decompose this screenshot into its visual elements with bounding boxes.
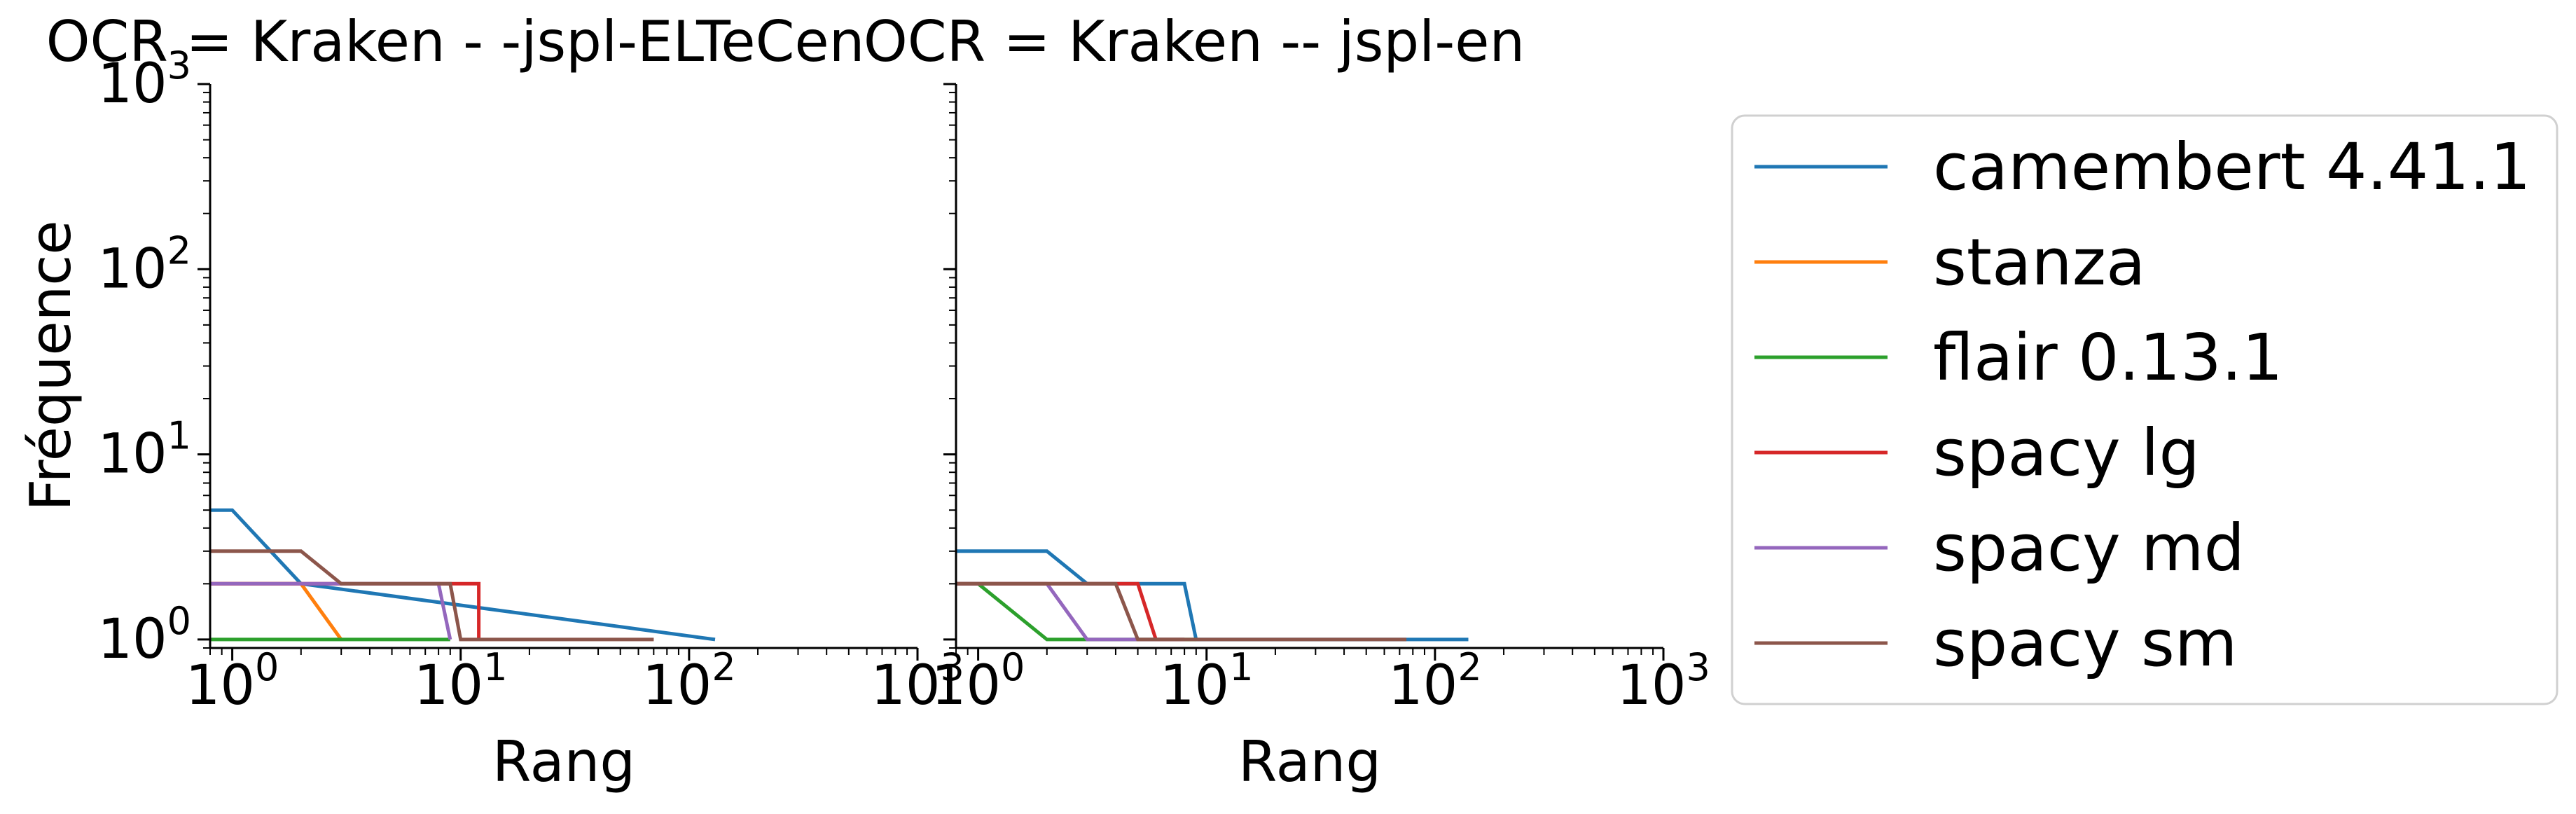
- series-line-left-camembert-4-41-1: [210, 508, 716, 642]
- y-tick-label: 103: [97, 43, 191, 116]
- legend-label: spacy md: [1933, 511, 2245, 586]
- panel-right-title: OCR = Kraken -- jspl-en: [864, 9, 1525, 74]
- legend-label: flair 0.13.1: [1933, 320, 2283, 395]
- y-tick-label: 102: [97, 228, 191, 301]
- series-line-right-spacy-sm: [956, 581, 1407, 642]
- legend-frame: [1731, 114, 2558, 705]
- x-tick-label-right: 101: [1160, 645, 1254, 717]
- legend: camembert 4.41.1 stanza flair 0.13.1 spacy …: [1731, 114, 2558, 705]
- legend-label: spacy sm: [1933, 606, 2238, 681]
- y-tick-label: 100: [97, 599, 191, 671]
- legend-label: stanza: [1933, 225, 2145, 300]
- legend-label: camembert 4.41.1: [1933, 130, 2531, 205]
- x-tick-label-right: 100: [932, 645, 1025, 717]
- panel-left-x-axis-label: Rang: [492, 729, 635, 794]
- panel-left-title: OCR = Kraken - -jspl-ELTeCen: [46, 9, 865, 74]
- panel-right-ticks: 100 101 102 103: [932, 83, 1710, 717]
- x-tick-label-left: 100: [186, 645, 279, 717]
- x-tick-label-left: 103: [871, 645, 964, 717]
- panel-left-series: [210, 508, 716, 642]
- y-tick-label: 101: [97, 414, 191, 486]
- y-axis-label: Fréquence: [18, 220, 83, 511]
- x-tick-label-left: 102: [642, 645, 736, 717]
- series-line-left-spacy-sm: [210, 549, 654, 642]
- panel-left-ticks: 100 101 102 103 100 101 102 103: [97, 43, 964, 717]
- x-tick-label-left: 101: [414, 645, 508, 717]
- panel-left: OCR = Kraken - -jspl-ELTeCen 100 101 102 10…: [18, 9, 964, 794]
- panel-right: OCR = Kraken -- jspl-en 100 101 102 103 Ran…: [864, 9, 1710, 794]
- legend-entries: camembert 4.41.1 stanza flair 0.13.1 spacy …: [1754, 130, 2531, 681]
- legend-label: spacy lg: [1933, 415, 2200, 490]
- x-tick-label-right: 102: [1388, 645, 1482, 717]
- panel-right-series: [956, 549, 1469, 642]
- panel-right-x-axis-label: Rang: [1238, 729, 1381, 794]
- x-tick-label-right: 103: [1616, 645, 1710, 717]
